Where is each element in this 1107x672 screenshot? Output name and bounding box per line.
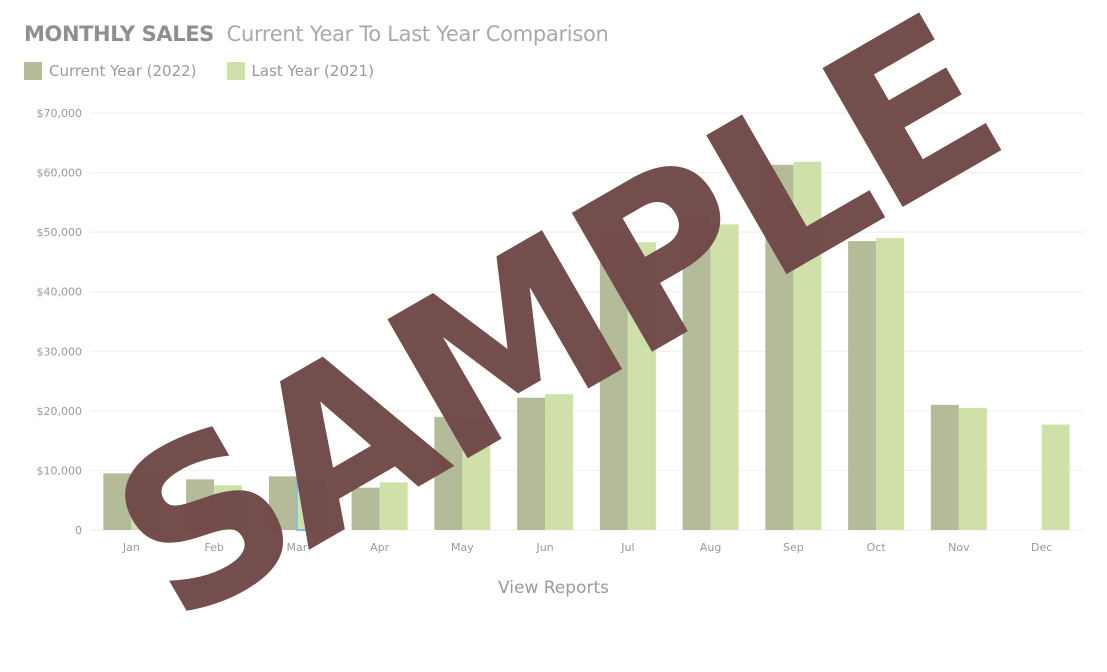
bar-last-nov[interactable] [958,407,987,530]
bar-current-jul[interactable] [599,235,628,530]
bars[interactable] [103,161,1070,532]
bar-current-may[interactable] [434,416,463,530]
bar-last-aug[interactable] [710,224,739,531]
chart-title: MONTHLY SALES [24,22,214,46]
bar-chart: $70,000 $60,000 $50,000 $40,000 $30,000 $20,0… [37,107,1083,554]
x-tick-label: Sep [783,541,804,554]
y-tick-label: $40,000 [37,286,83,299]
legend-item-last[interactable]: Last Year (2021) [226,62,374,80]
bar-last-sep[interactable] [793,161,822,530]
grid-lines [90,112,1083,531]
x-tick-label: Feb [204,541,223,554]
chart-legend: Current Year (2022) Last Year (2021) [24,62,404,80]
y-tick-label: $10,000 [37,464,83,477]
bar-current-mar[interactable] [268,476,297,530]
x-tick-label: Apr [370,541,390,554]
bar-current-oct[interactable] [848,241,877,531]
legend-label-current: Current Year (2022) [49,62,197,80]
chart-title-block: MONTHLY SALES Current Year To Last Year … [24,18,609,50]
y-tick-label: $20,000 [37,405,83,418]
bar-last-jun[interactable] [545,394,574,530]
x-tick-label: Dec [1031,541,1052,554]
x-axis-ticks: Jan Feb Mar Apr May Jun Jul Aug Sep Oct Nov Dec [122,541,1052,554]
x-tick-label: May [451,541,474,554]
bar-current-apr[interactable] [351,487,380,530]
x-tick-label: Jan [122,541,140,554]
y-tick-label: 0 [75,524,82,537]
bar-last-oct[interactable] [876,238,905,530]
bar-current-jun[interactable] [517,397,546,530]
bar-current-jan[interactable] [103,473,132,530]
chart-subtitle: Current Year To Last Year Comparison [226,22,609,46]
y-tick-label: $30,000 [37,345,83,358]
y-tick-label: $50,000 [37,226,83,239]
legend-item-current[interactable]: Current Year (2022) [24,62,197,80]
view-reports-link[interactable]: View Reports [498,578,609,598]
legend-swatch-current [24,62,42,80]
bar-last-feb[interactable] [214,485,243,530]
bar-current-feb[interactable] [186,479,215,530]
y-tick-label: $60,000 [37,167,83,180]
legend-swatch-last [226,62,245,80]
bar-last-jul[interactable] [627,242,656,530]
x-tick-label: Jul [620,541,634,554]
bar-current-sep[interactable] [765,164,794,530]
x-tick-label: Mar [286,541,307,554]
y-tick-label: $70,000 [37,107,83,120]
bar-current-nov[interactable] [930,404,959,530]
bar-last-jan[interactable] [131,475,160,530]
bar-last-may[interactable] [462,421,491,530]
x-tick-label: Jun [536,541,554,554]
bar-last-apr[interactable] [379,482,408,530]
bar-current-aug[interactable] [682,215,711,530]
bar-last-mar[interactable] [295,479,326,532]
x-tick-label: Aug [700,541,721,554]
legend-label-last: Last Year (2021) [251,62,374,80]
x-tick-label: Nov [948,541,970,554]
x-tick-label: Oct [867,541,887,554]
y-axis-ticks: $70,000 $60,000 $50,000 $40,000 $30,000 $20,0… [37,107,83,537]
bar-last-dec[interactable] [1041,424,1070,530]
